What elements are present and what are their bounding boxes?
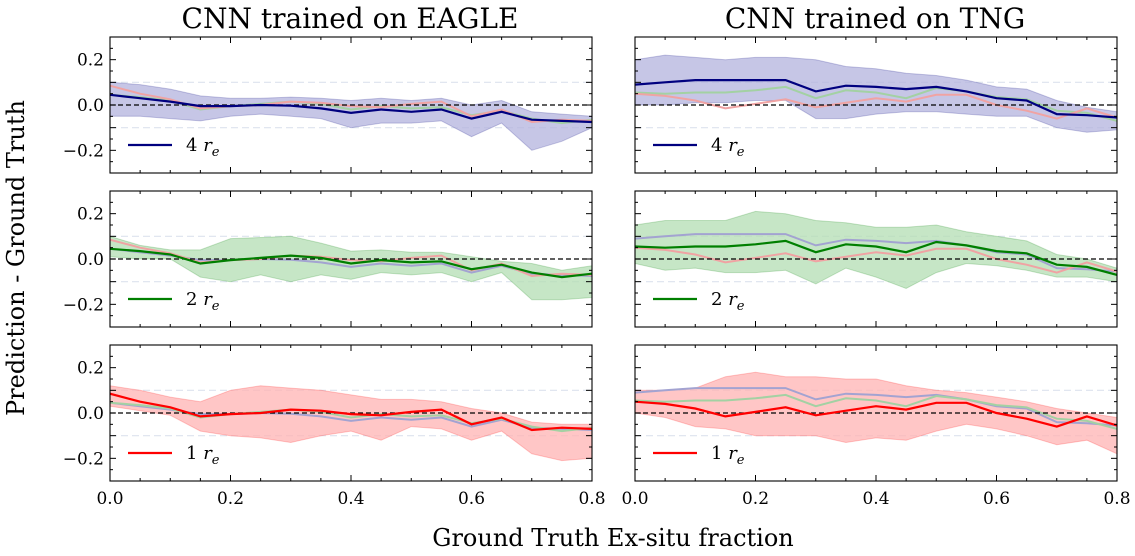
xtick-label: 0.0 [96, 489, 123, 509]
ytick-label: −0.2 [63, 449, 104, 469]
legend-symbol: r [203, 135, 213, 156]
legend-subscript: e [212, 145, 220, 160]
legend-subscript: e [212, 453, 220, 468]
line-4re [635, 78, 1117, 119]
y-axis-label: Prediction - Ground Truth [2, 100, 30, 416]
legend-label-1re: 1 re [711, 443, 745, 468]
panel-plot-area [110, 235, 592, 301]
panel-c0-r0: −0.2 0.0 0.2 4 re [63, 36, 593, 174]
panel-c0-r1: −0.2 0.0 0.2 2 re [63, 190, 593, 328]
xtick-label: 0.0 [621, 489, 648, 509]
panel-plot-area [635, 210, 1117, 290]
x-axis-label: Ground Truth Ex-situ fraction [432, 524, 793, 552]
panels: −0.20.00.24 re−0.20.00.22 re−0.20.00.20.… [63, 36, 1131, 509]
xtick-label: 0.8 [1103, 489, 1130, 509]
panel-c1-r1: 2 re [634, 190, 1118, 328]
xtick-label: 0.6 [458, 489, 485, 509]
ytick-label: −0.2 [63, 295, 104, 315]
faded-line-2re [635, 393, 1117, 430]
xtick-label: 0.4 [862, 489, 889, 509]
line-2re [635, 239, 1117, 276]
scatter-band-4re [635, 54, 1117, 133]
panel-c0-r2: −0.2 0.0 0.2 0.0 0.2 0.4 0.6 0.8 1 re [63, 344, 606, 509]
scatter-band-1re [110, 385, 592, 462]
xtick-label: 0.2 [217, 489, 244, 509]
ytick-label: 0.0 [77, 404, 104, 424]
ytick-label: 0.2 [77, 51, 104, 71]
xtick-label: 0.8 [578, 489, 605, 509]
panel-plot-area [110, 81, 592, 151]
panel-c1-r0: 4 re [634, 36, 1118, 174]
scatter-band-2re [110, 235, 592, 301]
legend-subscript: e [737, 453, 745, 468]
line-1re [635, 400, 1117, 428]
panel-c1-r2: 0.0 0.2 0.4 0.6 0.8 1 re [621, 344, 1131, 509]
ytick-label: 0.0 [77, 250, 104, 270]
line-1re [110, 392, 592, 432]
right-column-title: CNN trained on TNG [725, 2, 1025, 35]
faded-line-2re [635, 85, 1117, 122]
scatter-band-4re [110, 81, 592, 151]
xtick-label: 0.2 [742, 489, 769, 509]
legend-symbol: r [728, 443, 738, 464]
xtick-label: 0.4 [337, 489, 364, 509]
panel-plot-area [635, 54, 1117, 133]
ytick-label: 0.2 [77, 359, 104, 379]
line-2re [110, 247, 592, 279]
legend-label-2re: 2 re [711, 289, 745, 314]
panel-plot-area [635, 371, 1117, 455]
ytick-label: 0.0 [77, 96, 104, 116]
legend-subscript: e [737, 145, 745, 160]
legend-subscript: e [737, 299, 745, 314]
ytick-label: 0.2 [77, 205, 104, 225]
legend-label-1re: 1 re [186, 443, 220, 468]
faded-line-1re [635, 92, 1117, 120]
legend-subscript: e [212, 299, 220, 314]
legend-label-4re: 4 re [711, 135, 745, 160]
legend-label-4re: 4 re [186, 135, 220, 160]
faded-line-1re [635, 246, 1117, 274]
xtick-label: 0.6 [983, 489, 1010, 509]
scatter-band-2re [635, 210, 1117, 290]
legend-label-2re: 2 re [186, 289, 220, 314]
legend-symbol: r [728, 135, 738, 156]
line-4re [110, 93, 592, 124]
legend-symbol: r [203, 443, 213, 464]
legend-symbol: r [203, 289, 213, 310]
left-column-title: CNN trained on EAGLE [182, 2, 519, 35]
legend-symbol: r [728, 289, 738, 310]
panel-plot-area [110, 385, 592, 462]
ytick-label: −0.2 [63, 141, 104, 161]
